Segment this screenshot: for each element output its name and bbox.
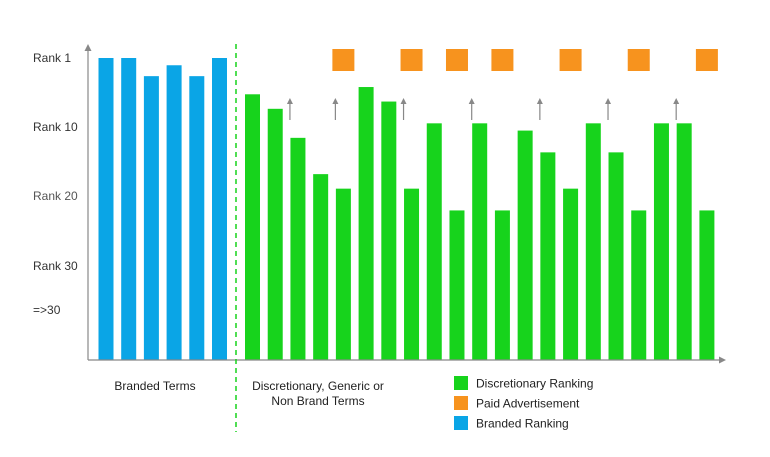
bar-discretionary [426,123,442,361]
up-arrow-icon [400,98,407,120]
up-arrow-icon [468,98,475,120]
bar-discretionary [563,188,579,360]
group-label-discretionary: Discretionary, Generic or [252,379,384,393]
bars [98,58,715,361]
group-label-branded: Branded Terms [114,379,195,393]
y-tick-label: Rank 1 [33,51,71,65]
y-axis-tick-labels: Rank 1 Rank 10 Rank 20 Rank 30 =>30 [33,51,78,317]
paid-advertisement-marker [559,49,582,71]
bar-branded [189,76,205,361]
group-labels: Branded Terms Discretionary, Generic orNo… [114,379,383,408]
rank-improvement-arrows [286,98,680,120]
y-tick-label: Rank 30 [33,259,78,273]
axes [84,44,726,364]
up-arrow-icon [332,98,339,120]
paid-advertisement-marker [400,49,423,71]
y-tick-label: Rank 20 [33,189,78,203]
paid-advertisement-marker [627,49,650,71]
legend-swatch [454,376,468,390]
paid-advertisement-marker [445,49,468,71]
bar-discretionary [653,123,669,361]
bar-discretionary [517,130,533,360]
up-arrow-icon [673,98,680,120]
bar-discretionary [631,210,647,360]
paid-advertisement-marker [332,49,355,71]
bar-discretionary [540,152,556,360]
bar-branded [121,58,137,360]
y-tick-label: =>30 [33,303,61,317]
up-arrow-icon [286,98,293,120]
paid-advertisement-marker [695,49,718,71]
bar-branded [143,76,159,361]
group-label-discretionary: Non Brand Terms [271,394,364,408]
y-tick-label: Rank 10 [33,120,78,134]
x-axis-arrow-icon [719,356,726,364]
bar-branded [212,58,227,360]
y-axis-arrow-icon [84,44,92,51]
bar-branded [98,58,114,360]
bar-discretionary [313,174,329,360]
legend-swatch [454,416,468,430]
bar-discretionary [245,94,260,361]
legend-label: Branded Ranking [476,417,569,431]
legend-label: Discretionary Ranking [476,377,593,391]
bar-discretionary [381,101,397,360]
up-arrow-icon [605,98,612,120]
bar-discretionary [267,108,283,360]
bar-branded [166,65,182,361]
legend-label: Paid Advertisement [476,397,580,411]
bar-discretionary [472,123,488,361]
bar-discretionary [585,123,601,361]
legend-swatch [454,396,468,410]
bar-discretionary [290,137,306,360]
bar-discretionary [608,152,624,360]
bar-discretionary [699,210,715,360]
bar-discretionary [404,188,420,360]
bar-discretionary [335,188,351,360]
bar-discretionary [449,210,465,360]
bar-discretionary [494,210,510,360]
legend: Discretionary Ranking Paid Advertisement B… [454,376,593,431]
bar-discretionary [676,123,692,361]
paid-advertisement-markers [332,49,718,71]
paid-advertisement-marker [491,49,514,71]
bar-discretionary [358,87,374,360]
up-arrow-icon [536,98,543,120]
